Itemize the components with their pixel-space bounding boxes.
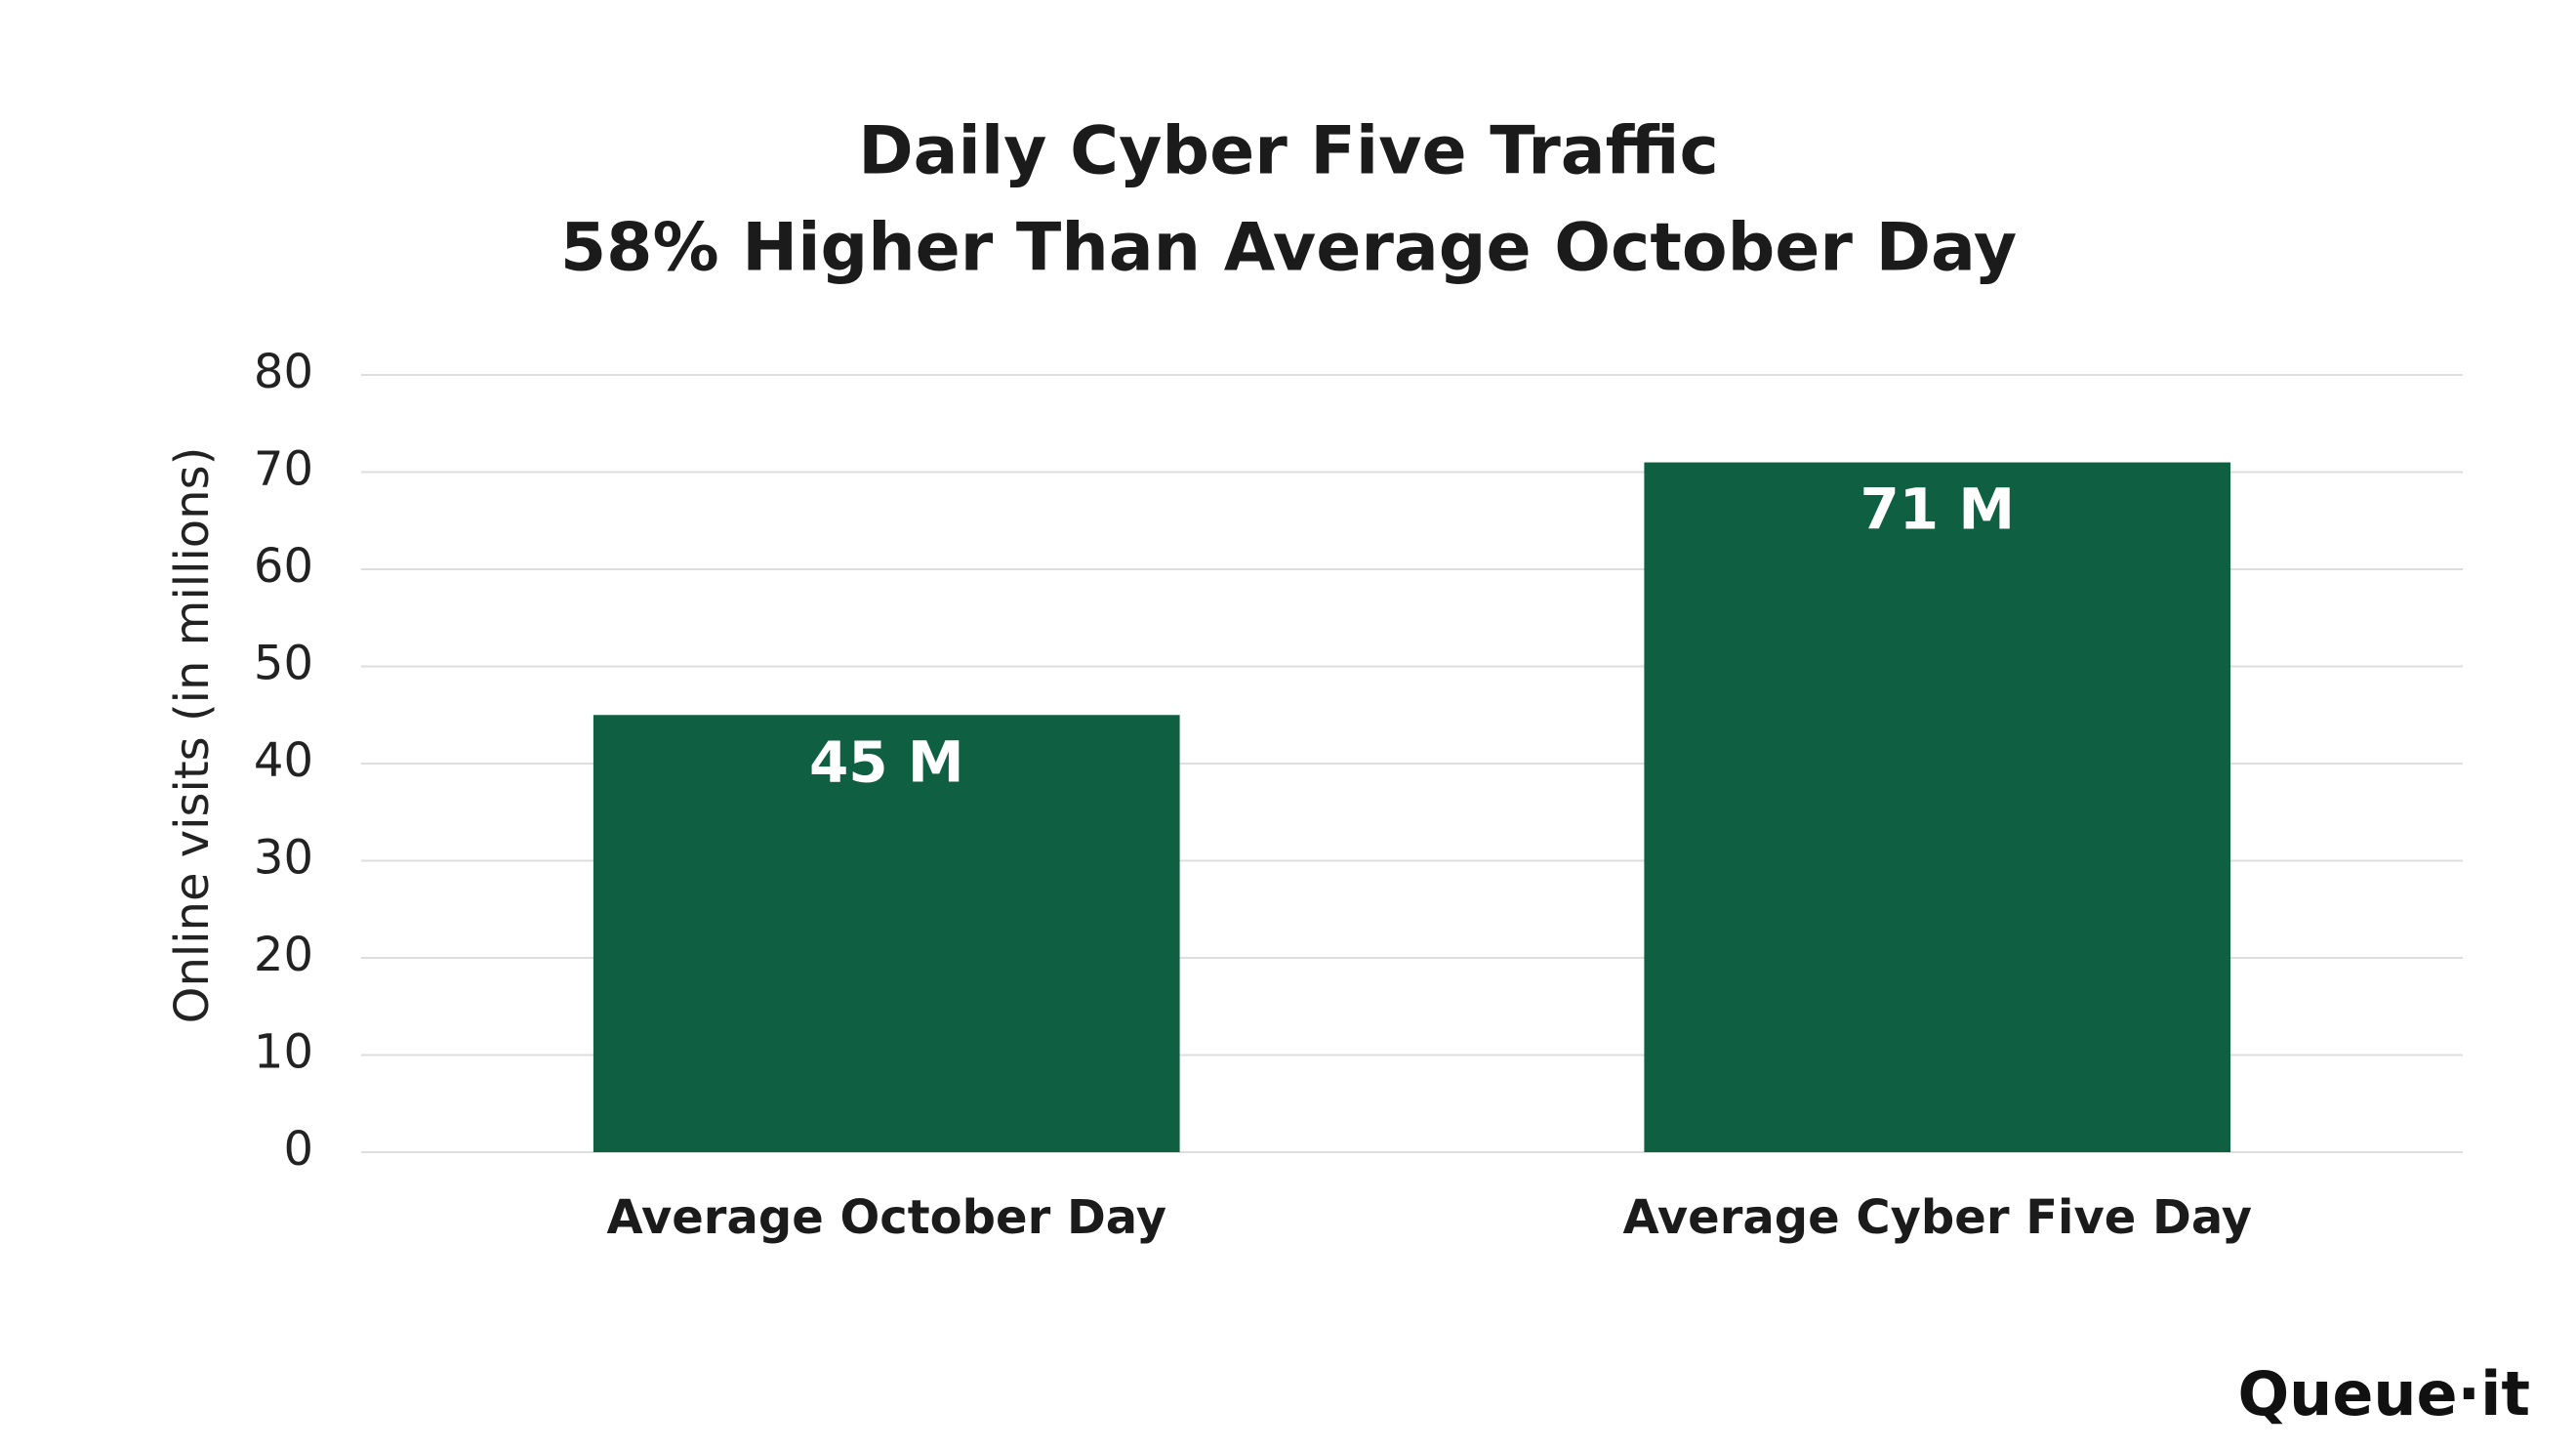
x-tick-label: Average October Day xyxy=(607,1190,1167,1245)
y-tick-label: 10 xyxy=(254,1025,313,1080)
chart-subtitle: 58% Higher Than Average October Day xyxy=(560,210,2017,287)
chart-title: Daily Cyber Five Traffic xyxy=(858,113,1719,190)
bar xyxy=(1644,462,2231,1152)
y-tick-label: 40 xyxy=(254,733,313,788)
y-tick-label: 60 xyxy=(254,539,313,594)
y-tick-label: 50 xyxy=(254,637,313,691)
brand-logo: Queue·it xyxy=(2237,1358,2530,1429)
y-tick-label: 70 xyxy=(254,442,313,497)
value-label: 45 M xyxy=(809,728,964,795)
y-tick-label: 20 xyxy=(254,928,313,982)
x-tick-label: Average Cyber Five Day xyxy=(1622,1190,2252,1245)
y-tick-label: 0 xyxy=(283,1122,313,1177)
value-label: 71 M xyxy=(1860,476,2015,543)
y-tick-label: 30 xyxy=(254,831,313,886)
bar xyxy=(593,715,1180,1152)
y-axis-label: Online visits (in millions) xyxy=(165,447,220,1024)
y-tick-label: 80 xyxy=(254,345,313,399)
